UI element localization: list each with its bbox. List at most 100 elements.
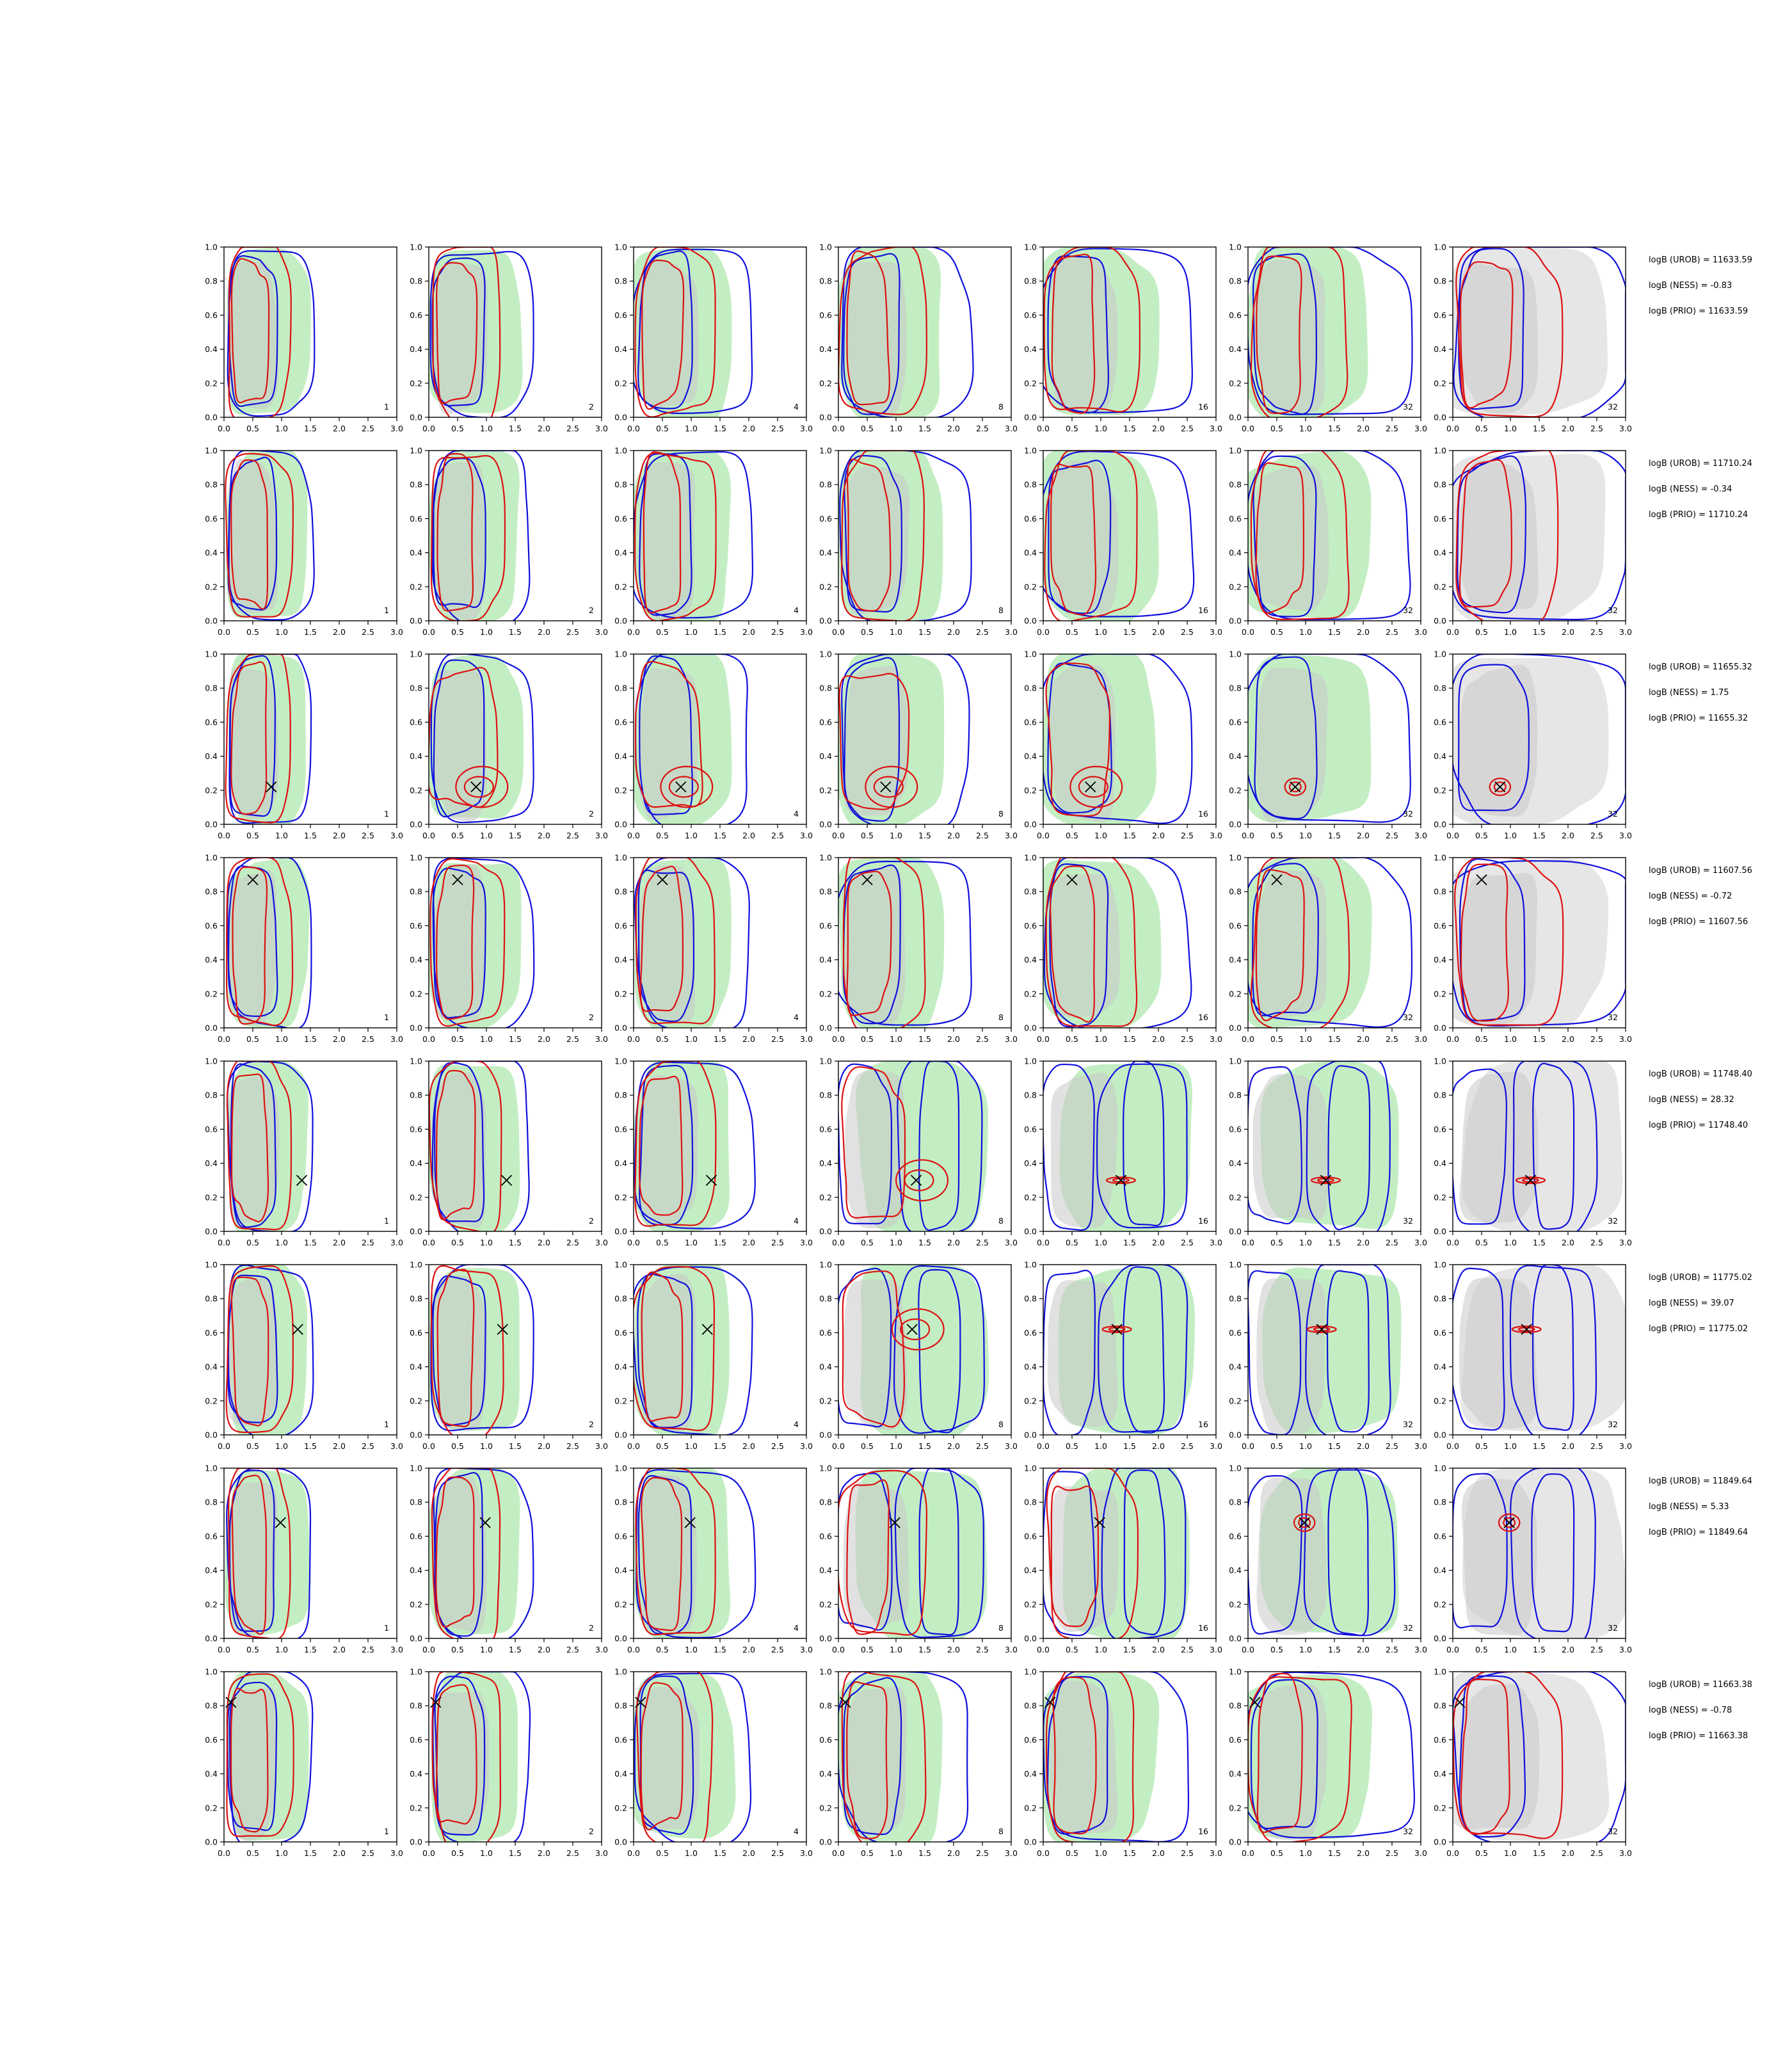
blue-contour (1326, 1270, 1370, 1433)
x-tick-label: 0.0 (832, 1441, 845, 1451)
prior-core-region (1252, 870, 1327, 1020)
y-tick-label: 0.4 (614, 751, 627, 761)
y-tick-label: 0.8 (205, 480, 218, 490)
subplot-r4-c6: 0.0 0.5 1.0 1.5 2.0 2.5 3.0 0.0 0.2 0.4 0.6 0.8 1.0 3… (1229, 853, 1427, 1044)
y-tick-label: 0.8 (819, 684, 832, 693)
x-tick-label: 0.0 (218, 1848, 230, 1858)
x-tick-label: 1.5 (714, 1441, 726, 1451)
x-tick-label: 1.0 (685, 1238, 698, 1247)
y-tick-label: 0.2 (1229, 378, 1242, 388)
subplot-r1-c4: 0.0 0.5 1.0 1.5 2.0 2.5 3.0 0.0 0.2 0.4 0.6 0.8 1.0 8 (819, 243, 1018, 434)
y-tick-label: 1.0 (410, 650, 422, 659)
y-tick-label: 0.0 (410, 1227, 422, 1236)
y-tick-label: 1.0 (205, 1057, 218, 1066)
prior-core-region (1459, 664, 1538, 817)
x-tick-label: 1.5 (714, 1238, 726, 1247)
y-tick-label: 0.6 (614, 717, 627, 727)
blue-contour (1248, 451, 1411, 621)
x-tick-label: 2.0 (742, 1034, 755, 1044)
y-tick-label: 0.8 (205, 1091, 218, 1100)
x-tick-label: 1.5 (1123, 1034, 1136, 1044)
x-tick-label: 2.0 (333, 1441, 346, 1451)
subplot-count-label: 1 (384, 1420, 389, 1429)
x-tick-label: 1.5 (1123, 831, 1136, 840)
x-tick-label: 0.5 (656, 424, 669, 433)
x-tick-label: 2.5 (771, 424, 784, 433)
subplot-count-label: 16 (1198, 1216, 1208, 1226)
red-contour (230, 1688, 269, 1833)
x-tick-label: 1.5 (1328, 1034, 1341, 1044)
y-tick-label: 1.0 (1229, 1260, 1242, 1270)
x-tick-label: 3.0 (1414, 831, 1427, 840)
red-contour (1050, 463, 1097, 616)
x-tick-label: 0.5 (656, 831, 669, 840)
y-tick-label: 0.8 (1434, 887, 1446, 897)
true-value-marker (479, 1517, 491, 1528)
true-value-marker (889, 1517, 900, 1528)
y-tick-label: 0.0 (1024, 1227, 1037, 1236)
x-tick-label: 2.0 (1562, 1238, 1574, 1247)
x-tick-label: 0.0 (1446, 1238, 1459, 1247)
y-tick-label: 1.0 (1434, 1057, 1446, 1066)
logb-annotation: logB (PRIO) = 11633.59 (1649, 307, 1748, 316)
subplot-r4-c1: 0.0 0.5 1.0 1.5 2.0 2.5 3.0 0.0 0.2 0.4 0.6 0.8 1.0 1 (205, 853, 403, 1044)
logb-annotation: logB (UROB) = 11849.64 (1649, 1476, 1752, 1486)
red-contour (668, 776, 699, 798)
red-contour (1256, 255, 1302, 414)
blue-contour (1327, 1468, 1370, 1636)
y-tick-label: 0.6 (1024, 717, 1037, 727)
y-tick-label: 0.4 (1434, 751, 1446, 761)
x-tick-label: 3.0 (1414, 627, 1427, 637)
y-tick-label: 0.2 (1024, 989, 1037, 998)
y-tick-label: 0.2 (1024, 582, 1037, 591)
prior-core-region (1256, 667, 1328, 823)
x-tick-label: 1.5 (1533, 1238, 1546, 1247)
y-tick-label: 1.0 (819, 1667, 832, 1677)
x-tick-label: 1.5 (918, 1848, 931, 1858)
y-tick-label: 1.0 (1024, 1667, 1037, 1677)
blue-contour (843, 1677, 902, 1836)
y-tick-label: 0.4 (819, 344, 832, 354)
red-contour (225, 654, 291, 824)
red-contour (1045, 858, 1138, 1027)
red-contour (643, 451, 682, 614)
y-tick-label: 1.0 (410, 1667, 422, 1677)
subplot-r2-c1: 0.0 0.5 1.0 1.5 2.0 2.5 3.0 0.0 0.2 0.4 0.6 0.8 1.0 1 (205, 446, 403, 637)
y-tick-label: 0.0 (819, 820, 832, 829)
x-tick-label: 3.0 (390, 424, 403, 433)
y-tick-label: 0.0 (1434, 1837, 1446, 1847)
x-tick-label: 1.0 (480, 1034, 493, 1044)
y-tick-label: 1.0 (614, 446, 627, 456)
x-tick-label: 0.0 (1242, 424, 1254, 433)
red-contour (431, 1468, 501, 1638)
x-tick-label: 1.5 (1123, 1441, 1136, 1451)
subplot-count-label: 2 (589, 1623, 594, 1633)
blue-contour (1248, 1066, 1303, 1225)
x-tick-label: 0.0 (627, 1034, 640, 1044)
y-tick-label: 0.6 (410, 1328, 422, 1338)
blue-contour (1254, 656, 1318, 820)
subplot-count-label: 16 (1198, 605, 1208, 615)
red-contour (436, 262, 478, 404)
prior-core-region (639, 865, 696, 1023)
x-tick-label: 3.0 (595, 627, 608, 637)
y-tick-label: 0.8 (1024, 684, 1037, 693)
x-tick-label: 0.0 (1037, 1238, 1050, 1247)
red-contour (638, 1075, 684, 1216)
blue-contour (1047, 255, 1110, 414)
subplot-count-label: 8 (998, 809, 1004, 819)
x-tick-label: 2.5 (1590, 1848, 1603, 1858)
blue-contour (639, 452, 692, 616)
y-tick-label: 1.0 (1229, 650, 1242, 659)
x-tick-label: 1.5 (918, 1238, 931, 1247)
y-tick-label: 0.8 (205, 1294, 218, 1304)
x-tick-label: 0.5 (1270, 1238, 1283, 1247)
y-tick-label: 0.4 (410, 1158, 422, 1168)
red-contour (436, 1268, 475, 1428)
x-tick-label: 2.0 (947, 1238, 960, 1247)
red-contour (1306, 1325, 1337, 1334)
y-tick-label: 0.4 (205, 1565, 218, 1575)
y-tick-label: 0.8 (410, 1701, 422, 1711)
subplot-count-label: 8 (998, 1420, 1004, 1429)
blue-contour (1453, 1473, 1508, 1629)
